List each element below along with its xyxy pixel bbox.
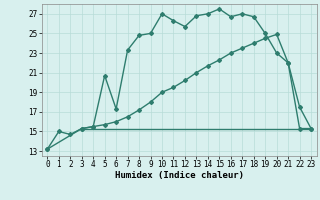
- X-axis label: Humidex (Indice chaleur): Humidex (Indice chaleur): [115, 171, 244, 180]
